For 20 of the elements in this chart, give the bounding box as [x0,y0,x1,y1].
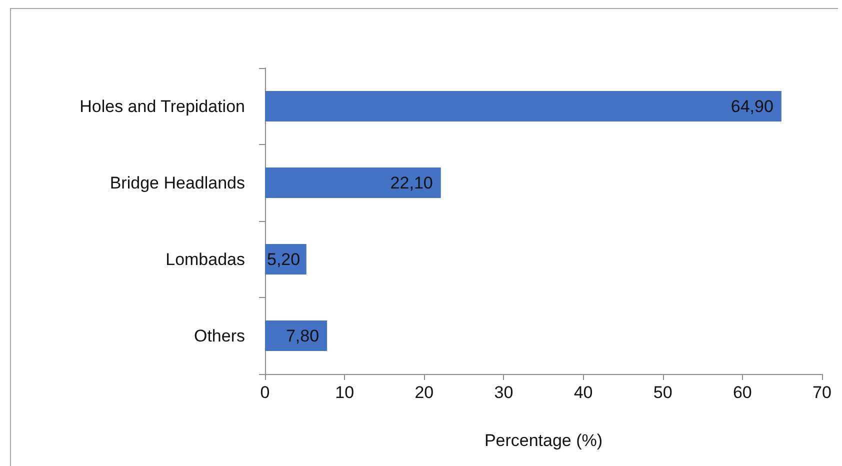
x-tick-label: 20 [414,383,434,402]
y-tick-label: Bridge Headlands [110,173,245,192]
x-axis-title: Percentage (%) [484,431,603,450]
data-label: 5,20 [267,250,300,269]
x-tick-label: 0 [260,383,270,402]
x-tick-label: 30 [494,383,514,402]
y-tick-label: Holes and Trepidation [80,96,245,116]
data-label: 64,90 [730,96,774,116]
data-label: 7,80 [286,326,320,346]
x-tick-label: 10 [335,383,354,402]
data-label: 22,10 [390,173,433,192]
bar [265,90,782,122]
x-tick-label: 70 [812,383,832,402]
x-tick-label: 50 [653,383,672,402]
bar [265,167,441,198]
y-tick-label: Others [194,326,245,346]
y-tick-label: Lombadas [166,250,245,269]
x-tick-label: 60 [732,383,752,402]
x-tick-label: 40 [574,383,593,402]
bar [265,320,328,352]
